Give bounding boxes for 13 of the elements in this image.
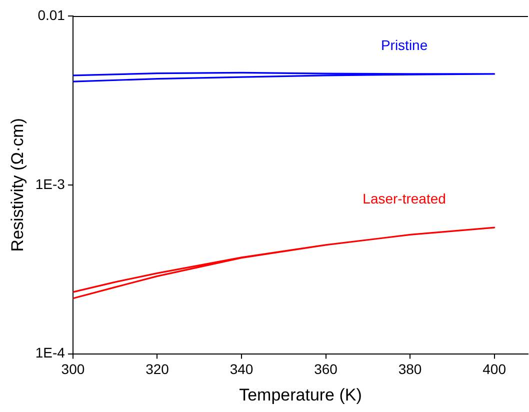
series-label: Pristine	[380, 36, 428, 53]
x-tick-label: 340	[230, 361, 254, 378]
x-tick-label: 400	[482, 361, 506, 378]
x-tick-label: 380	[398, 361, 422, 378]
x-tick-label: 300	[61, 361, 85, 378]
x-tick-label: 320	[146, 361, 170, 378]
y-tick-label: 1E-3	[35, 176, 66, 192]
y-tick-label: 1E-4	[35, 344, 66, 361]
x-axis-title: Temperature (K)	[239, 385, 362, 404]
y-tick-label: 0.01	[38, 6, 66, 23]
series-label: Laser-treated	[362, 190, 446, 206]
y-axis-title: Resistivity (Ω·cm)	[8, 118, 27, 252]
x-tick-label: 360	[314, 361, 338, 378]
